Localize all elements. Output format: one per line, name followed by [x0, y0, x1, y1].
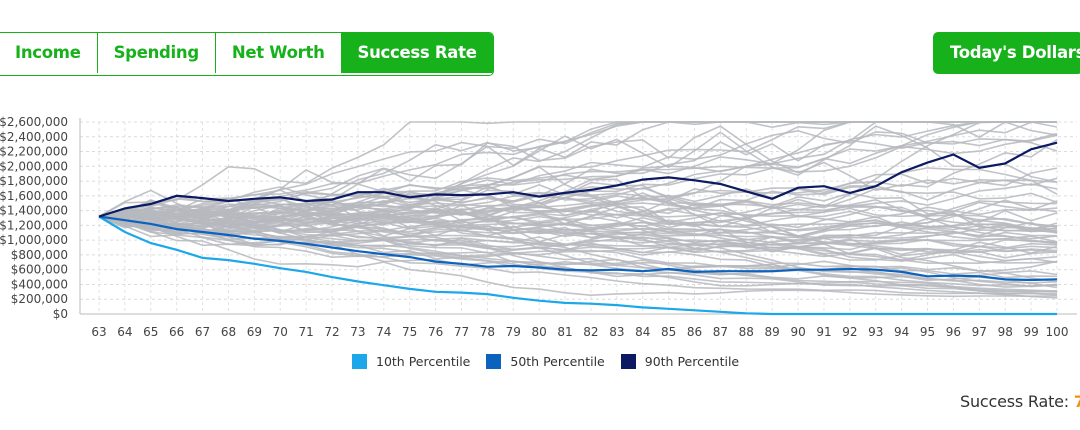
tab-success-rate[interactable]: Success Rate: [341, 33, 493, 73]
y-tick-label: $800,000: [11, 248, 68, 262]
y-tick-label: $2,400,000: [0, 130, 68, 144]
x-tick-label: 69: [247, 325, 262, 339]
x-tick-label: 79: [506, 325, 521, 339]
chart-legend: 10th Percentile 50th Percentile 90th Per…: [352, 354, 739, 369]
series-line-p50: [98, 215, 1058, 282]
simulation-line: [98, 202, 1058, 227]
x-tick-label: 92: [842, 325, 857, 339]
simulation-line: [98, 121, 1058, 218]
x-tick-label: 84: [635, 325, 650, 339]
x-tick-label: 89: [765, 325, 780, 339]
y-tick-label: $1,400,000: [0, 204, 68, 218]
simulation-line: [98, 213, 1058, 295]
x-tick-label: 95: [920, 325, 935, 339]
tab-net-worth[interactable]: Net Worth: [215, 33, 342, 73]
x-tick-label: 76: [428, 325, 443, 339]
x-tick-label: 75: [402, 325, 417, 339]
simulation-line: [98, 215, 1058, 298]
monte-carlo-chart: $0$200,000$400,000$600,000$800,000$1,000…: [0, 115, 1077, 339]
legend-swatch-p90: [620, 354, 636, 369]
simulation-line: [98, 132, 1058, 218]
simulation-line: [98, 215, 1058, 261]
y-tick-label: $2,600,000: [0, 115, 68, 129]
simulation-line: [98, 202, 1058, 252]
simulation-line: [98, 184, 1058, 219]
y-tick-label: $1,600,000: [0, 189, 68, 203]
x-tick-label: 81: [557, 325, 572, 339]
x-tick-label: 67: [195, 325, 210, 339]
simulation-line: [98, 209, 1058, 249]
x-tick-label: 73: [350, 325, 365, 339]
x-tick-label: 64: [117, 325, 132, 339]
x-tick-label: 86: [687, 325, 702, 339]
simulation-line: [98, 215, 1058, 239]
legend-item-p10[interactable]: 10th Percentile: [352, 354, 470, 369]
y-tick-label: $1,200,000: [0, 218, 68, 232]
series-line-p10: [98, 215, 1057, 316]
x-tick-label: 68: [221, 325, 236, 339]
success-rate-label: Success Rate:: [960, 392, 1069, 411]
x-tick-label: 100: [1046, 325, 1069, 339]
x-tick-label: 63: [91, 325, 106, 339]
tab-income[interactable]: Income: [0, 33, 98, 73]
x-tick-label: 88: [739, 325, 754, 339]
simulation-line: [98, 215, 1058, 254]
x-tick-label: 97: [972, 325, 987, 339]
x-tick-label: 82: [583, 325, 598, 339]
x-tick-label: 66: [169, 325, 184, 339]
x-tick-label: 83: [609, 325, 624, 339]
x-tick-label: 65: [143, 325, 158, 339]
x-tick-label: 72: [324, 325, 339, 339]
legend-item-p50[interactable]: 50th Percentile: [486, 354, 605, 369]
simulation-line: [98, 204, 1058, 258]
legend-label-p50: 50th Percentile: [510, 354, 605, 369]
y-tick-label: $1,000,000: [0, 233, 68, 247]
x-tick-label: 87: [713, 325, 728, 339]
success-rate-readout: Success Rate: 72: [960, 392, 1080, 411]
x-tick-label: 71: [298, 325, 313, 339]
x-tick-label: 99: [1023, 325, 1038, 339]
legend-label-p90: 90th Percentile: [644, 354, 740, 369]
y-tick-label: $0: [53, 307, 68, 321]
legend-item-p90[interactable]: 90th Percentile: [620, 354, 740, 369]
x-tick-label: 96: [946, 325, 961, 339]
x-tick-label: 90: [790, 325, 805, 339]
x-tick-label: 77: [454, 325, 469, 339]
y-tick-label: $400,000: [11, 277, 68, 291]
simulation-line: [98, 210, 1058, 289]
simulation-line: [98, 189, 1058, 244]
simulation-line: [98, 215, 1058, 293]
todays-dollars-button[interactable]: Today's Dollars: [933, 32, 1080, 74]
x-tick-label: 85: [661, 325, 676, 339]
success-rate-value: 72: [1073, 392, 1080, 411]
legend-label-p10: 10th Percentile: [376, 354, 471, 369]
legend-swatch-p10: [352, 354, 367, 369]
x-tick-label: 70: [273, 325, 288, 339]
y-tick-label: $2,000,000: [0, 159, 68, 173]
tab-spending[interactable]: Spending: [97, 33, 216, 73]
x-tick-label: 80: [532, 325, 547, 339]
simulation-line: [98, 214, 1058, 287]
chart-view-tabs: Income Spending Net Worth Success Rate: [0, 32, 494, 76]
y-tick-label: $200,000: [11, 292, 68, 306]
x-tick-label: 78: [480, 325, 495, 339]
x-tick-label: 91: [816, 325, 831, 339]
legend-swatch-p50: [486, 354, 502, 369]
series-line-p90: [98, 141, 1058, 218]
x-tick-label: 93: [868, 325, 883, 339]
y-tick-label: $2,200,000: [0, 145, 68, 159]
x-tick-label: 74: [376, 325, 391, 339]
simulation-line: [98, 121, 1057, 222]
simulation-line: [98, 205, 1058, 233]
y-tick-label: $600,000: [11, 263, 68, 277]
y-tick-label: $1,800,000: [0, 174, 68, 188]
x-tick-label: 98: [998, 325, 1013, 339]
x-tick-label: 94: [894, 325, 909, 339]
